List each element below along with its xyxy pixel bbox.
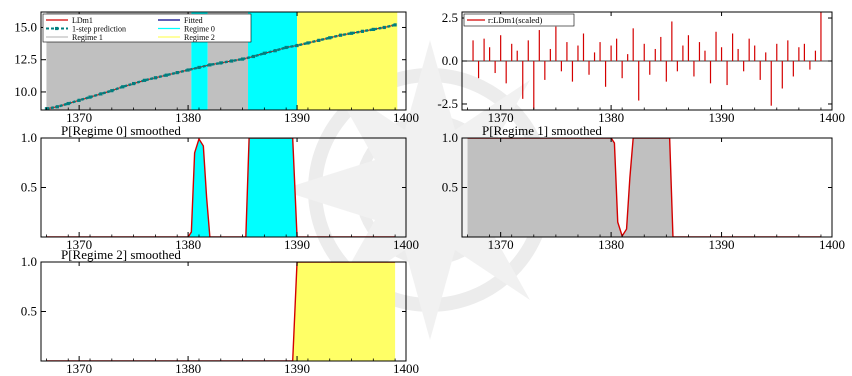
probability-fill (46, 262, 396, 361)
prediction-marker (382, 25, 386, 30)
x-tick-label: 1370 (488, 237, 514, 252)
panel-title: P[Regime 0] smoothed (61, 123, 181, 138)
prediction-marker (164, 73, 168, 77)
prediction-marker (306, 41, 310, 45)
prediction-marker (273, 49, 277, 53)
prediction-marker (175, 71, 179, 75)
prediction-marker (393, 23, 397, 27)
legend-label: LDm1 (72, 16, 93, 25)
prediction-marker (77, 98, 81, 102)
prediction-marker (197, 65, 201, 70)
x-tick-label: 1380 (175, 237, 201, 252)
probability-fill (467, 138, 821, 237)
prediction-marker (371, 27, 375, 32)
panel-residuals: 1370 1380 1390 1400 -2.5 0.0 2.5 r:LDm1(scaled) (437, 10, 845, 125)
prediction-marker (121, 85, 125, 89)
prediction-marker (262, 51, 266, 55)
x-tick-label: 1400 (819, 110, 845, 125)
prediction-marker (317, 38, 321, 42)
x-tick-label: 1380 (175, 110, 201, 125)
legend-box (42, 13, 252, 43)
y-tick-label: -2.5 (437, 96, 458, 111)
x-tick-label: 1390 (284, 361, 310, 376)
legend-label: Fitted (184, 16, 203, 25)
prediction-marker (142, 78, 147, 82)
y-tick-label: 0.0 (442, 53, 458, 68)
x-tick-label: 1390 (284, 110, 310, 125)
x-tick-label: 1390 (709, 110, 735, 125)
panel-title: P[Regime 2] smoothed (61, 247, 181, 262)
x-tick-label: 1400 (393, 237, 419, 252)
legend-label: 1-step prediction (72, 25, 126, 34)
legend-label: Regime 2 (184, 33, 215, 42)
panel-title: P[Regime 1] smoothed (482, 123, 602, 138)
y-tick-label: 2.5 (442, 10, 458, 25)
x-tick-label: 1390 (284, 237, 310, 252)
y-tick-label: 1.0 (21, 130, 37, 145)
y-tick-label: 0.5 (21, 304, 37, 319)
prediction-marker (251, 54, 256, 59)
x-tick-label: 1370 (66, 361, 92, 376)
probability-line (467, 138, 821, 237)
x-tick-label: 1380 (598, 110, 624, 125)
x-tick-label: 1400 (819, 237, 845, 252)
y-tick-label: 1.0 (21, 254, 37, 269)
prediction-marker (284, 45, 288, 50)
panel-p_regime1: 1370 1380 1390 1400 0.5 1.0 P[Regime 1] smooth… (442, 123, 845, 252)
probability-line (46, 138, 396, 237)
x-tick-label: 1380 (175, 361, 201, 376)
x-tick-label: 1370 (488, 110, 514, 125)
plot-frame (40, 11, 407, 111)
x-tick-label: 1370 (66, 237, 92, 252)
prediction-marker (208, 63, 212, 67)
y-tick-label: 12.5 (14, 52, 37, 67)
legend-label: r:LDm1(scaled) (488, 15, 542, 25)
plot-area (46, 262, 396, 361)
x-tick-label: 1400 (393, 361, 419, 376)
x-tick-label: 1400 (393, 110, 419, 125)
legend-marker (55, 26, 59, 31)
prediction-marker (328, 36, 332, 40)
prediction-marker (110, 89, 114, 93)
prediction-marker (132, 81, 136, 86)
legend-label: Regime 1 (72, 33, 103, 42)
prediction-marker (295, 43, 299, 48)
prediction-marker (153, 76, 158, 80)
y-tick-label: 0.5 (442, 180, 458, 195)
prediction-marker (55, 105, 59, 109)
y-tick-label: 0.5 (21, 180, 37, 195)
prediction-marker (349, 31, 354, 35)
x-tick-label: 1390 (709, 237, 735, 252)
regime-band (297, 12, 398, 110)
prediction-marker (66, 101, 70, 106)
legend-label: Regime 0 (184, 25, 215, 34)
prediction-marker (360, 29, 365, 33)
regime-band (248, 12, 298, 110)
x-tick-label: 1380 (598, 237, 624, 252)
probability-line (46, 262, 396, 361)
panel-p_regime2: 1370 1380 1390 1400 0.5 1.0 P[Regime 2] smooth… (21, 247, 419, 376)
plot-area (46, 138, 396, 237)
y-tick-label: 1.0 (442, 130, 458, 145)
y-tick-label: 10.0 (14, 84, 37, 99)
plot-area (467, 138, 821, 237)
prediction-marker (219, 61, 223, 65)
prediction-marker (186, 68, 190, 72)
panel-p_regime0: 1370 1380 1390 1400 0.5 1.0 P[Regime 0] smooth… (21, 123, 419, 252)
x-tick-label: 1370 (66, 110, 92, 125)
prediction-marker (339, 33, 343, 37)
legend-box (463, 13, 575, 27)
prediction-marker (230, 59, 234, 63)
prediction-marker (99, 92, 103, 96)
prediction-marker (88, 95, 92, 99)
y-tick-label: 15.0 (14, 19, 37, 34)
plot-area (462, 12, 832, 110)
prediction-marker (240, 57, 245, 61)
